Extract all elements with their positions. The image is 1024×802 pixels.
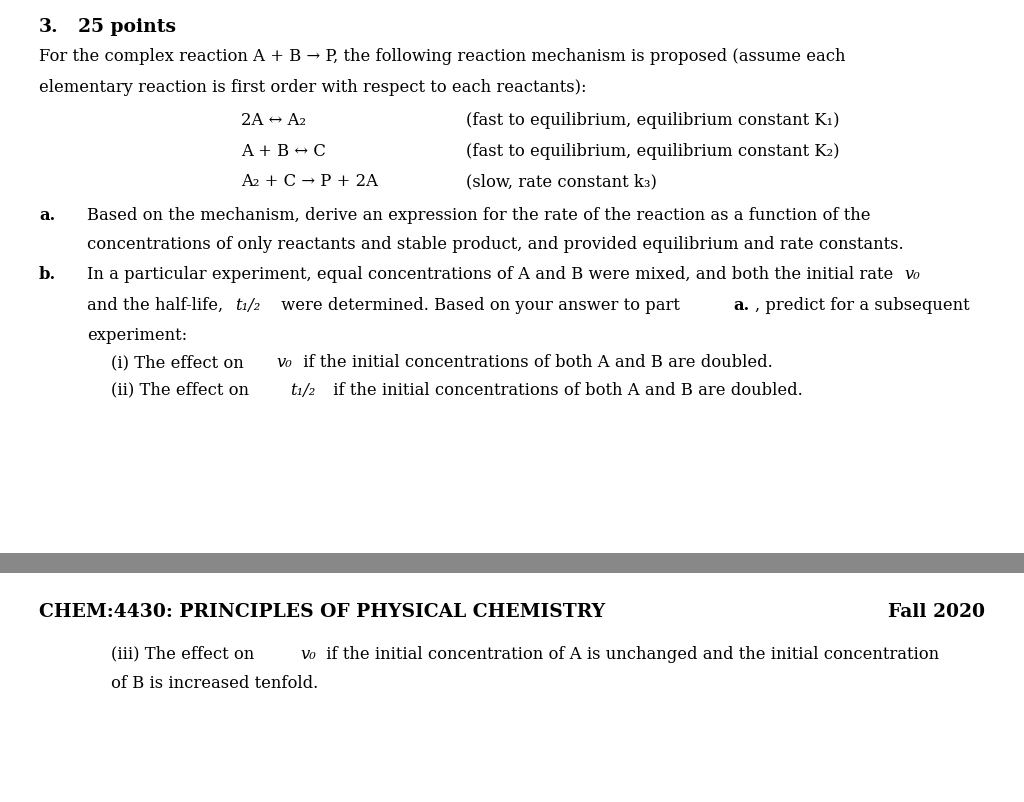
Bar [0,553,1024,573]
Text: b.: b. [39,266,56,283]
Text: experiment:: experiment: [87,327,187,344]
Text: if the initial concentrations of both A and B are doubled.: if the initial concentrations of both A … [298,354,773,371]
Text: A + B ↔ C: A + B ↔ C [241,143,326,160]
Text: , predict for a subsequent: , predict for a subsequent [755,297,970,314]
Text: In a particular experiment, equal concentrations of A and B were mixed, and both: In a particular experiment, equal concen… [87,266,898,283]
Text: and the half-life,: and the half-life, [87,297,228,314]
Text: if the initial concentrations of both A and B are doubled.: if the initial concentrations of both A … [328,382,803,399]
Text: 2A ↔ A₂: 2A ↔ A₂ [241,112,305,129]
Text: a.: a. [733,297,750,314]
Text: For the complex reaction A + B → P, the following reaction mechanism is proposed: For the complex reaction A + B → P, the … [39,48,846,65]
Text: (i) The effect on: (i) The effect on [111,354,249,371]
Text: elementary reaction is first order with respect to each reactants):: elementary reaction is first order with … [39,79,587,95]
Text: (slow, rate constant k₃): (slow, rate constant k₃) [466,173,656,190]
Text: v₀: v₀ [300,646,316,662]
Text: were determined. Based on your answer to part: were determined. Based on your answer to… [276,297,686,314]
Text: (ii) The effect on: (ii) The effect on [111,382,254,399]
Text: Fall 2020: Fall 2020 [888,603,985,621]
Text: CHEM:4430: PRINCIPLES OF PHYSICAL CHEMISTRY: CHEM:4430: PRINCIPLES OF PHYSICAL CHEMIS… [39,603,605,621]
Text: v₀: v₀ [276,354,293,371]
Text: 3.: 3. [39,18,58,35]
Text: concentrations of only reactants and stable product, and provided equilibrium an: concentrations of only reactants and sta… [87,236,903,253]
Text: if the initial concentration of A is unchanged and the initial concentration: if the initial concentration of A is unc… [321,646,939,662]
Text: v₀: v₀ [904,266,921,283]
Text: (iii) The effect on: (iii) The effect on [111,646,259,662]
Text: t₁/₂: t₁/₂ [290,382,315,399]
Text: Based on the mechanism, derive an expression for the rate of the reaction as a f: Based on the mechanism, derive an expres… [87,207,870,224]
Text: a.: a. [39,207,55,224]
Text: (fast to equilibrium, equilibrium constant K₁): (fast to equilibrium, equilibrium consta… [466,112,840,129]
Text: (fast to equilibrium, equilibrium constant K₂): (fast to equilibrium, equilibrium consta… [466,143,840,160]
Text: A₂ + C → P + 2A: A₂ + C → P + 2A [241,173,378,190]
Text: t₁/₂: t₁/₂ [236,297,261,314]
Text: 25 points: 25 points [78,18,176,35]
Text: of B is increased tenfold.: of B is increased tenfold. [111,675,317,692]
